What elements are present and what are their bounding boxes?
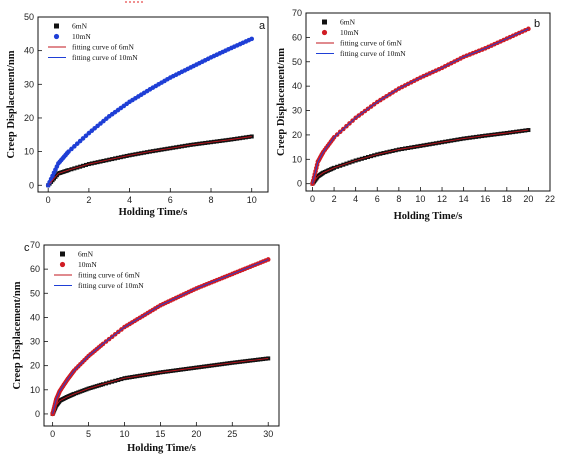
x-tick-label: 2 xyxy=(332,194,337,204)
legend-label: fitting curve of 10mN xyxy=(78,281,144,290)
legend-label: 6mN xyxy=(340,18,356,27)
y-tick-label: 60 xyxy=(292,32,302,42)
y-tick-label: 0 xyxy=(35,409,40,419)
chart-panel-b: 0 2 4 6 8 10 12 14 16 18 20 22 0 10 20 30 40 50 60 70 Holdin… xyxy=(276,8,555,222)
fit-line-fitting-curve-of-10mN xyxy=(312,28,529,184)
chart-panel-c: 0 5 10 15 20 25 30 0 10 20 30 40 50 60 70 Holding Time/… xyxy=(12,240,280,454)
x-tick-label: 10 xyxy=(415,194,425,204)
legend-label: 10mN xyxy=(340,28,359,37)
legend-label: 6mN xyxy=(78,250,94,259)
y-tick-label: 0 xyxy=(29,180,34,190)
x-tick-label: 15 xyxy=(155,429,165,439)
legend-label: 6mN xyxy=(72,22,88,31)
y-tick-label: 20 xyxy=(292,130,302,140)
legend-label: fitting curve of 6mN xyxy=(78,271,140,280)
y-tick-label: 30 xyxy=(24,79,34,89)
legend-marker xyxy=(54,23,59,29)
data-point xyxy=(526,128,531,133)
y-tick-label: 30 xyxy=(30,337,40,347)
y-tick-label: 50 xyxy=(292,57,302,67)
plot-frame xyxy=(37,16,269,193)
x-tick-label: 14 xyxy=(459,194,469,204)
x-axis-label: Holding Time/s xyxy=(394,211,463,222)
y-tick-label: 10 xyxy=(292,154,302,164)
fit-line-fitting-curve-of-10mN xyxy=(52,259,269,415)
y-tick-label: 70 xyxy=(30,240,40,250)
x-axis-label: Holding Time/s xyxy=(127,443,196,454)
x-tick-label: 25 xyxy=(227,429,237,439)
legend-label: fitting curve of 10mN xyxy=(72,53,138,62)
series-6mN xyxy=(310,128,531,186)
legend-marker xyxy=(59,261,66,268)
x-tick-label: 20 xyxy=(191,429,201,439)
x-tick-label: 16 xyxy=(480,194,490,204)
x-tick-label: 10 xyxy=(247,195,257,205)
x-tick-label: 30 xyxy=(263,429,273,439)
y-tick-label: 30 xyxy=(292,106,302,116)
y-axis-label: Creep Displacement/nm xyxy=(276,48,287,156)
legend-label: 10mN xyxy=(72,32,91,41)
fit-line-fitting-curve-of-6mN xyxy=(312,129,529,184)
series-6mN xyxy=(50,356,271,416)
x-tick-label: 4 xyxy=(127,195,132,205)
panel-label: c xyxy=(24,242,30,254)
x-tick-label: 10 xyxy=(119,429,129,439)
x-tick-label: 0 xyxy=(310,194,315,204)
y-tick-label: 40 xyxy=(24,46,34,56)
x-tick-label: 0 xyxy=(50,429,55,439)
legend-marker xyxy=(321,29,328,36)
x-tick-label: 8 xyxy=(209,195,214,205)
y-tick-label: 10 xyxy=(24,147,34,157)
y-axis-label: Creep Displacement/nm xyxy=(12,281,23,389)
plot-frame xyxy=(43,244,280,427)
y-tick-label: 10 xyxy=(30,385,40,395)
legend-marker xyxy=(322,19,327,25)
x-tick-label: 20 xyxy=(523,194,533,204)
y-tick-label: 60 xyxy=(30,264,40,274)
x-tick-label: 5 xyxy=(86,429,91,439)
legend-label: 10mN xyxy=(78,260,97,269)
fit-line-fitting-curve-of-6mN xyxy=(47,136,252,186)
x-tick-label: 2 xyxy=(86,195,91,205)
legend-label: fitting curve of 10mN xyxy=(340,49,406,58)
x-tick-label: 4 xyxy=(353,194,358,204)
y-tick-label: 70 xyxy=(292,8,302,18)
fit-line-fitting-curve-of-10mN xyxy=(47,38,252,186)
y-axis-label: Creep Displacement/nm xyxy=(6,50,17,158)
y-tick-label: 20 xyxy=(24,113,34,123)
data-point xyxy=(249,134,254,139)
plot-frame xyxy=(305,12,551,192)
x-tick-label: 18 xyxy=(502,194,512,204)
x-axis-label: Holding Time/s xyxy=(119,207,188,218)
legend-marker xyxy=(53,33,60,40)
fit-line-fitting-curve-of-6mN xyxy=(52,357,269,415)
data-point xyxy=(265,257,271,262)
panel-label: a xyxy=(259,20,266,32)
x-tick-label: 22 xyxy=(545,194,555,204)
chart-panel-a: 0 2 4 6 8 10 0 10 20 30 40 50 Holding Time/s Creep Di… xyxy=(6,12,269,218)
y-tick-label: 50 xyxy=(30,288,40,298)
x-tick-label: 6 xyxy=(168,195,173,205)
y-tick-label: 50 xyxy=(24,12,34,22)
legend-marker xyxy=(60,251,65,257)
y-tick-label: 20 xyxy=(30,361,40,371)
y-tick-label: 40 xyxy=(292,81,302,91)
legend-label: fitting curve of 6mN xyxy=(72,43,134,52)
x-tick-label: 12 xyxy=(437,194,447,204)
panel-label: b xyxy=(534,18,540,30)
x-tick-label: 0 xyxy=(46,195,51,205)
x-tick-label: 8 xyxy=(396,194,401,204)
data-point xyxy=(266,356,271,361)
x-tick-label: 6 xyxy=(375,194,380,204)
data-point xyxy=(249,36,255,42)
y-tick-label: 40 xyxy=(30,312,40,322)
legend-label: fitting curve of 6mN xyxy=(340,39,402,48)
y-tick-label: 0 xyxy=(297,179,302,189)
